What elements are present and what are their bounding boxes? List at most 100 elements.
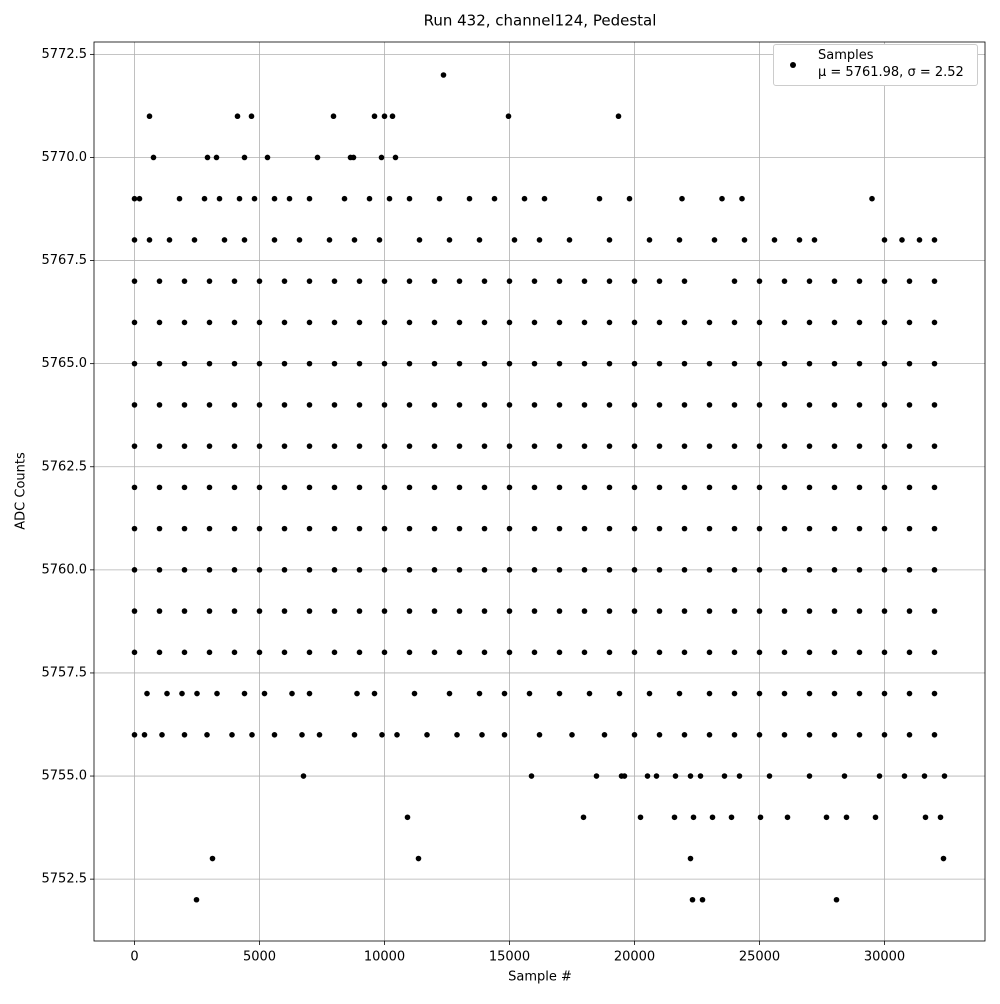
y-tick-label: 5770.0	[42, 150, 88, 165]
point	[906, 484, 913, 491]
point	[556, 402, 563, 408]
point	[204, 154, 211, 161]
point	[506, 525, 513, 532]
point	[941, 773, 948, 779]
point	[581, 360, 588, 367]
point	[381, 319, 388, 326]
point	[656, 402, 663, 408]
point	[306, 484, 313, 491]
point	[131, 319, 138, 326]
point	[899, 237, 905, 243]
point	[131, 732, 138, 738]
point	[781, 567, 788, 573]
point	[881, 567, 888, 573]
point	[672, 773, 679, 779]
point	[181, 567, 188, 573]
point	[456, 608, 463, 614]
point	[653, 773, 660, 779]
point	[131, 402, 138, 408]
point	[766, 773, 773, 779]
point	[679, 195, 685, 202]
point	[356, 567, 363, 573]
point	[581, 525, 588, 532]
point	[796, 237, 803, 243]
point	[841, 773, 848, 779]
point	[906, 443, 913, 449]
point	[351, 732, 358, 738]
point	[781, 525, 788, 532]
point	[906, 525, 913, 532]
point	[141, 732, 148, 738]
point	[249, 732, 255, 738]
point	[231, 319, 238, 326]
point	[506, 484, 513, 491]
point	[261, 690, 268, 697]
point	[606, 360, 613, 367]
point	[356, 649, 363, 656]
point	[706, 443, 713, 449]
point	[456, 443, 463, 449]
point	[271, 195, 278, 202]
x-tick-label: 5000	[243, 950, 276, 965]
point	[506, 402, 513, 408]
point	[406, 278, 413, 284]
point	[415, 855, 422, 862]
point	[531, 608, 538, 614]
point	[781, 649, 788, 656]
point	[601, 732, 608, 738]
point	[281, 525, 288, 532]
point	[256, 608, 263, 614]
point	[392, 154, 399, 161]
point	[756, 690, 763, 697]
point	[389, 113, 396, 120]
point	[281, 319, 288, 326]
point	[159, 732, 165, 738]
point	[156, 567, 163, 573]
point	[906, 360, 913, 367]
point	[271, 732, 278, 738]
point	[536, 732, 543, 738]
point	[381, 360, 388, 367]
point	[446, 690, 453, 697]
point	[806, 690, 813, 697]
y-tick-label: 5762.5	[42, 459, 88, 474]
point	[906, 319, 913, 326]
point	[381, 278, 388, 284]
point	[731, 567, 738, 573]
point	[806, 484, 813, 491]
point	[156, 484, 163, 491]
point	[631, 608, 638, 614]
point	[687, 773, 694, 779]
point	[756, 402, 763, 408]
point	[394, 732, 400, 738]
plot-frame	[93, 41, 986, 942]
point	[901, 773, 908, 779]
point	[581, 278, 588, 284]
point	[706, 649, 713, 656]
point	[234, 113, 241, 120]
point	[856, 525, 863, 532]
point	[131, 525, 138, 532]
point	[856, 443, 863, 449]
point	[264, 154, 271, 161]
point	[606, 567, 613, 573]
point	[289, 690, 295, 697]
point	[316, 732, 323, 738]
point	[378, 154, 385, 161]
point	[631, 567, 638, 573]
point	[331, 649, 338, 656]
point	[156, 360, 163, 367]
point	[881, 360, 888, 367]
point	[706, 484, 713, 491]
point	[536, 237, 543, 243]
point	[831, 567, 838, 573]
point	[481, 278, 488, 284]
point	[166, 237, 173, 243]
point	[581, 484, 588, 491]
chart-title: Run 432, channel124, Pedestal	[424, 12, 657, 30]
point	[644, 773, 651, 779]
point	[204, 732, 210, 738]
point	[906, 608, 913, 614]
point	[556, 567, 563, 573]
point	[706, 319, 713, 326]
